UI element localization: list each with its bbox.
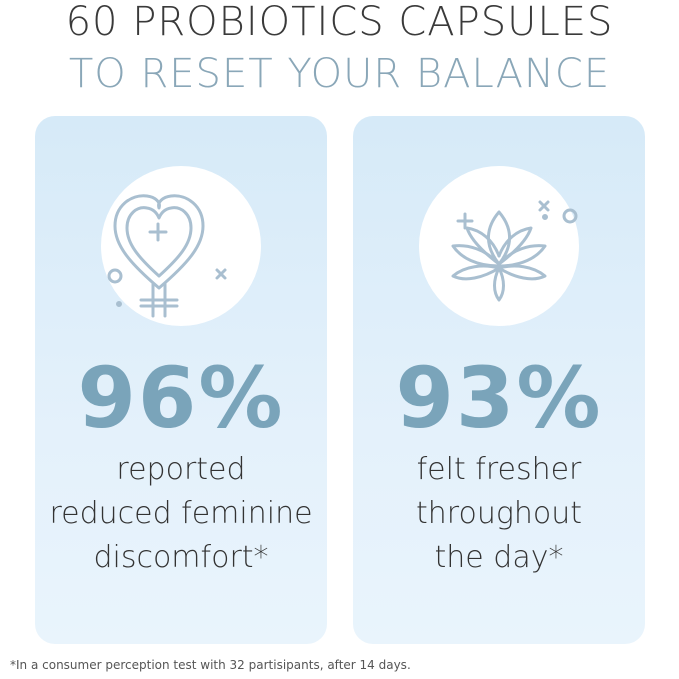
stat-description: felt fresher throughout the day* bbox=[353, 448, 645, 580]
lotus-flower-icon bbox=[451, 200, 578, 302]
stat-value: 96% bbox=[77, 349, 285, 447]
footnote: *In a consumer perception test with 32 p… bbox=[10, 658, 411, 672]
stat-card-right: 93% felt fresher throughout the day* bbox=[353, 116, 645, 644]
headline-line-1: 60 PROBIOTICS CAPSULES bbox=[65, 0, 614, 45]
stat-value: 93% bbox=[395, 349, 603, 447]
female-heart-symbol-icon bbox=[107, 194, 227, 318]
description-line: the day* bbox=[434, 540, 564, 575]
icon-circle bbox=[101, 166, 261, 326]
description-line: throughout bbox=[416, 496, 582, 531]
headline-line-2: TO RESET YOUR BALANCE bbox=[68, 51, 611, 97]
description-line: reduced feminine bbox=[49, 496, 313, 531]
description-line: discomfort* bbox=[93, 540, 269, 575]
description-line: reported bbox=[116, 452, 246, 487]
stat-description: reported reduced feminine discomfort* bbox=[35, 448, 327, 580]
stat-card-left: 96% reported reduced feminine discomfort… bbox=[35, 116, 327, 644]
description-line: felt fresher bbox=[416, 452, 582, 487]
